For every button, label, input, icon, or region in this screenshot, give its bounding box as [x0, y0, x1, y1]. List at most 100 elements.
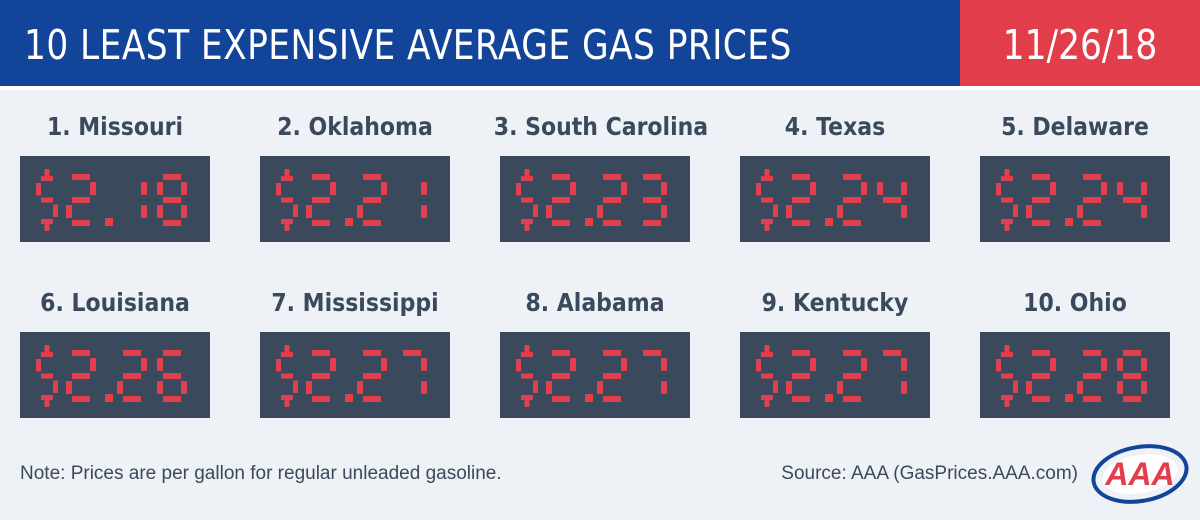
digit-segment: [901, 205, 907, 218]
digit-segment: [1117, 182, 1123, 195]
dollar-segment: [761, 219, 773, 224]
state-label: 4. Texas: [784, 112, 886, 141]
state-label: 7. Mississippi: [271, 288, 439, 317]
dollar-segment: [1004, 224, 1010, 231]
title-banner: 10 LEAST EXPENSIVE AVERAGE GAS PRICES: [0, 0, 960, 90]
price-digits: $2.24: [756, 169, 907, 231]
digit-segment: [603, 220, 621, 226]
digit-segment: [363, 396, 381, 402]
digit-segment: [877, 182, 883, 195]
digit-segment: [901, 358, 907, 371]
digit-segment: [843, 350, 861, 356]
state-label: 1. Missouri: [46, 112, 184, 141]
dollar-segment: [516, 183, 521, 196]
dollar-segment: [1001, 176, 1013, 181]
digit-segment: [72, 396, 90, 402]
digit-segment: [1032, 373, 1050, 379]
price-display: $2.23: [500, 156, 690, 242]
price-card: 6. Louisiana $2.26: [20, 266, 210, 426]
digit-segment: [621, 358, 627, 371]
digit-segment: [792, 350, 810, 356]
dollar-segment: [44, 169, 50, 176]
dollar-segment: [761, 373, 773, 379]
digit-segment: [163, 220, 181, 226]
dollar-segment: [1001, 197, 1013, 203]
logo-text: AAA: [1104, 456, 1174, 492]
source-credit: Source: AAA (GasPrices.AAA.com): [781, 463, 1078, 484]
dollar-segment: [1001, 352, 1013, 357]
price-digits: $2.27: [516, 345, 667, 407]
digit-segment: [421, 358, 427, 371]
decimal-point: [585, 394, 593, 402]
dollar-segment: [533, 204, 538, 217]
dollar-segment: [281, 219, 293, 224]
digit-segment: [603, 373, 621, 379]
digit-segment: [603, 174, 621, 180]
digit-segment: [72, 373, 90, 379]
dollar-segment: [53, 380, 58, 393]
digit-segment: [792, 197, 810, 203]
dollar-segment: [773, 204, 778, 217]
digit-segment: [1101, 182, 1107, 195]
digit-segment: [661, 205, 667, 218]
price-digits: $2.26: [36, 345, 187, 407]
digit-segment: [363, 174, 381, 180]
date-label: 11/26/18: [1002, 21, 1158, 69]
dollar-segment: [41, 373, 53, 379]
digit-segment: [163, 373, 181, 379]
digit-segment: [643, 174, 661, 180]
digit-segment: [1026, 205, 1032, 218]
dollar-segment: [41, 219, 53, 224]
digit-segment: [1050, 358, 1056, 371]
price-display: $2.21: [260, 156, 450, 242]
digit-segment: [357, 381, 363, 394]
digit-segment: [1083, 197, 1101, 203]
digit-segment: [312, 197, 330, 203]
digit-segment: [1077, 381, 1083, 394]
dollar-segment: [521, 352, 533, 357]
digit-segment: [90, 182, 96, 195]
digit-segment: [163, 396, 181, 402]
aaa-logo: AAA: [1091, 444, 1189, 504]
price-card: 5. Delaware $2.24: [980, 90, 1170, 250]
digit-segment: [181, 182, 187, 195]
digit-segment: [837, 381, 843, 394]
price-card: 3. South Carolina $2.23: [494, 90, 708, 250]
digit-segment: [792, 373, 810, 379]
digit-segment: [72, 220, 90, 226]
digit-segment: [552, 197, 570, 203]
price-display: $2.26: [20, 332, 210, 418]
dollar-segment: [276, 359, 281, 372]
state-label: 5. Delaware: [1001, 112, 1149, 141]
price-card: 7. Mississippi $2.27: [260, 266, 450, 426]
dollar-segment: [521, 395, 533, 400]
dollar-segment: [41, 176, 53, 181]
digit-segment: [157, 205, 163, 218]
digit-segment: [312, 373, 330, 379]
digit-segment: [363, 350, 381, 356]
digit-segment: [306, 205, 312, 218]
digit-segment: [1141, 358, 1147, 371]
digit-segment: [861, 182, 867, 195]
dollar-segment: [284, 224, 290, 231]
dollar-segment: [761, 197, 773, 203]
digit-segment: [157, 182, 163, 195]
digit-segment: [141, 205, 147, 218]
footnote: Note: Prices are per gallon for regular …: [20, 463, 502, 484]
dollar-segment: [521, 197, 533, 203]
digit-segment: [570, 182, 576, 195]
digit-segment: [1050, 182, 1056, 195]
dollar-segment: [764, 224, 770, 231]
dollar-segment: [281, 176, 293, 181]
dollar-segment: [44, 345, 50, 352]
dollar-segment: [1001, 373, 1013, 379]
dollar-segment: [284, 345, 290, 352]
price-grid: 1. Missouri $2.18 2. Oklahoma $2.21 3. S…: [0, 90, 1200, 460]
digit-segment: [901, 381, 907, 394]
price-digits: $2.27: [756, 345, 907, 407]
digit-segment: [66, 205, 72, 218]
digit-segment: [901, 182, 907, 195]
price-display: $2.27: [260, 332, 450, 418]
dollar-segment: [41, 352, 53, 357]
digit-segment: [843, 373, 861, 379]
